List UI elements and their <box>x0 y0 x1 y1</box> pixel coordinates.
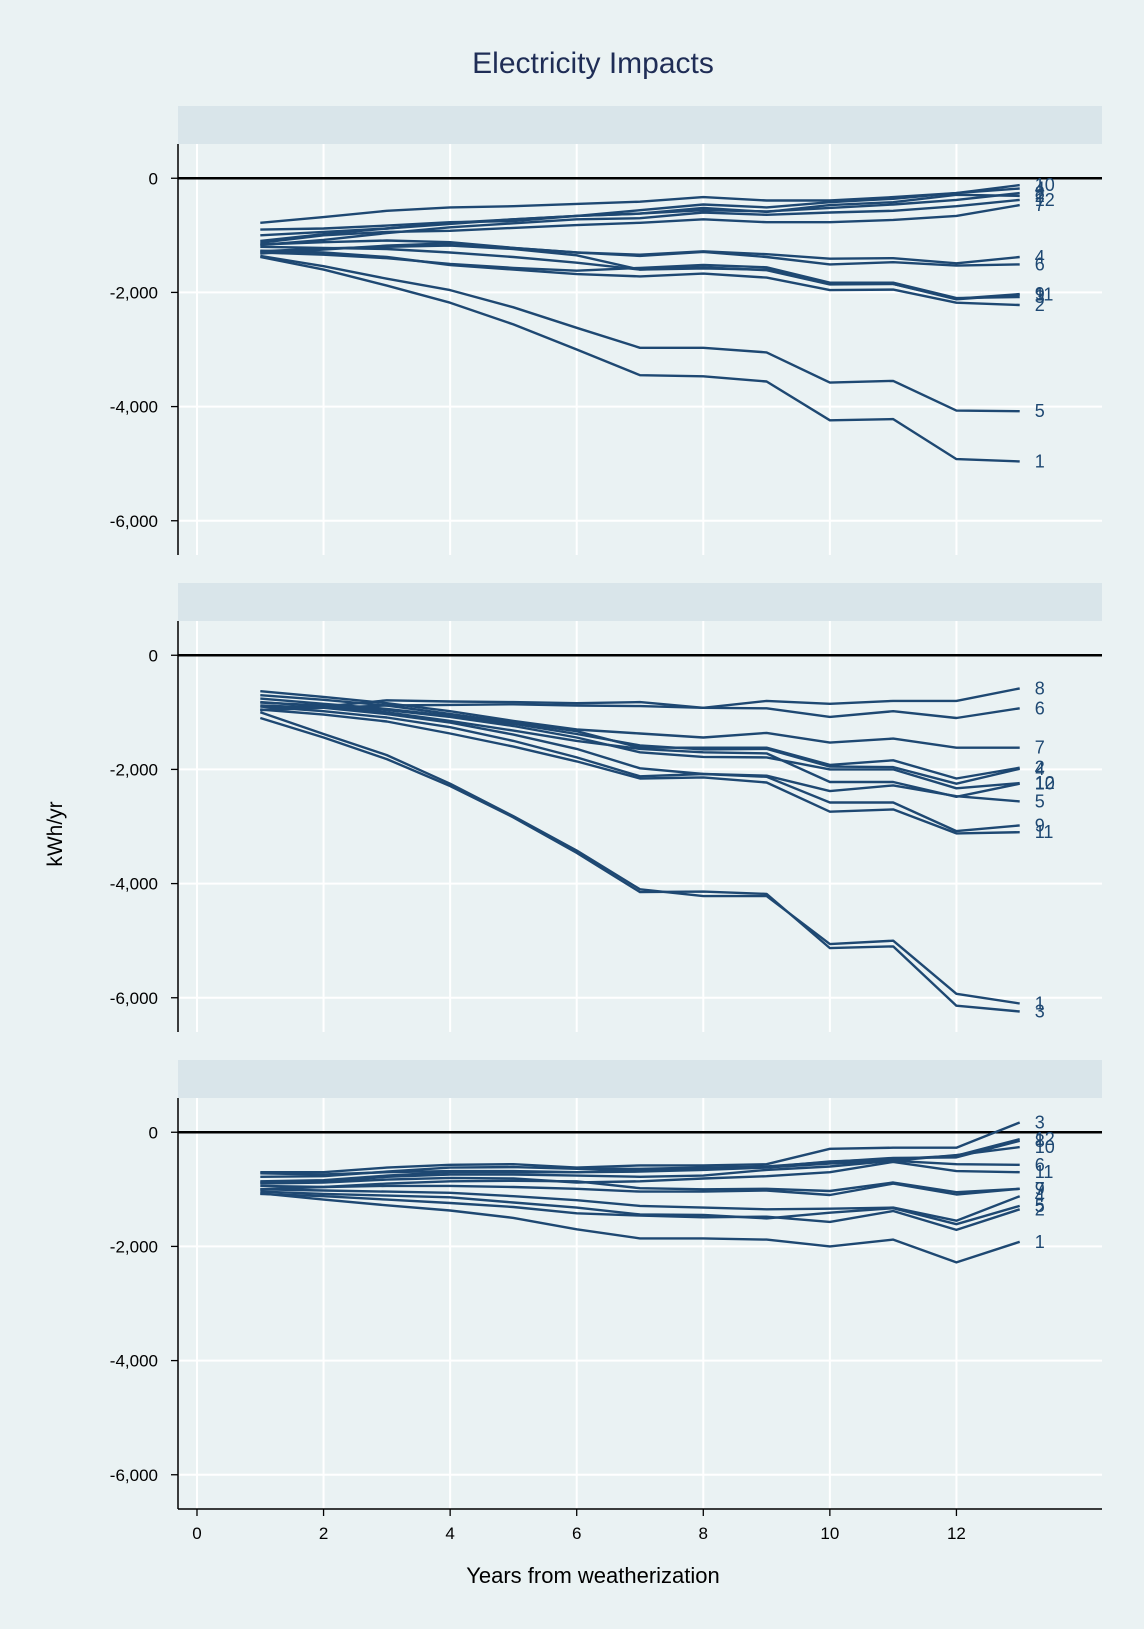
series-line-3 <box>260 1121 1021 1174</box>
series-end-label: 11 <box>1035 1162 1054 1182</box>
series-end-label: 8 <box>1035 183 1045 203</box>
series-end-label: 6 <box>1035 254 1045 274</box>
series-line-10 <box>260 183 1020 224</box>
x-tick-label: 12 <box>947 1524 966 1543</box>
series-end-label: 6 <box>1035 698 1045 718</box>
panel-header <box>178 1060 1102 1098</box>
series-line-4 <box>260 1188 1021 1222</box>
series-line-12 <box>260 1137 1021 1176</box>
series-end-label: 2 <box>1035 1199 1045 1219</box>
y-axis-label: kWh/yr <box>44 801 67 866</box>
series-end-label: 1 <box>1035 993 1045 1013</box>
panel-header <box>178 583 1102 621</box>
series-end-label: 2 <box>1035 295 1045 315</box>
y-tick-label: -4,000 <box>110 1352 158 1371</box>
series-end-label: 2 <box>1035 186 1045 206</box>
panel-header <box>178 106 1102 144</box>
y-tick-label: 0 <box>149 1123 158 1142</box>
x-tick-label: 0 <box>192 1524 201 1543</box>
series-end-label: 10 <box>1035 774 1055 794</box>
x-axis-label: Years from weatherization <box>466 1563 720 1588</box>
y-tick-label: -6,000 <box>110 1466 158 1485</box>
series-line-11 <box>260 708 1020 835</box>
panels-group: 0-2,000-4,000-6,000152391146712821040-2,… <box>110 106 1102 1543</box>
series-end-label: 7 <box>1035 1179 1045 1199</box>
series-line-5 <box>260 254 1020 413</box>
series-line-7 <box>260 1179 1020 1194</box>
series-line-6 <box>260 703 1020 720</box>
y-tick-label: -2,000 <box>110 283 158 302</box>
series-end-label: 4 <box>1035 759 1045 779</box>
series-end-label: 12 <box>1035 190 1055 210</box>
series-end-label: 10 <box>1035 175 1055 195</box>
series-end-label: 3 <box>1035 1113 1045 1133</box>
series-end-label: 10 <box>1035 1137 1055 1157</box>
series-line-1 <box>260 1192 1021 1264</box>
x-axis: 0 2 4 6 8 10 12 <box>178 1508 1102 1543</box>
series-line-9 <box>260 705 1020 833</box>
series-end-label: 5 <box>1035 401 1045 421</box>
series-line-5 <box>260 704 1020 803</box>
series-end-label: 4 <box>1035 247 1045 267</box>
series-end-label: 2 <box>1035 758 1045 778</box>
series-end-label: 9 <box>1035 815 1045 835</box>
y-tick-label: -6,000 <box>110 512 158 531</box>
series-line-6 <box>260 239 1020 267</box>
y-tick-label: -6,000 <box>110 989 158 1008</box>
series-end-label: 6 <box>1035 1155 1045 1175</box>
x-tick-label: 8 <box>699 1524 708 1543</box>
series-end-label: 9 <box>1035 284 1045 304</box>
x-tick-label: 6 <box>572 1524 581 1543</box>
series-end-label: 3 <box>1035 1001 1045 1021</box>
series-end-label: 4 <box>1035 1186 1045 1206</box>
x-tick-label: 2 <box>319 1524 328 1543</box>
series-line-12 <box>260 198 1020 247</box>
series-line-2 <box>260 193 1020 237</box>
series-end-label: 7 <box>1035 738 1045 758</box>
series-end-label: 4 <box>1035 179 1045 199</box>
chart-title: Electricity Impacts <box>472 47 714 80</box>
series-line-10 <box>260 1145 1020 1183</box>
series-end-label: 5 <box>1035 791 1045 811</box>
series-end-label: 3 <box>1035 287 1045 307</box>
series-end-label: 12 <box>1035 1129 1055 1149</box>
y-tick-label: 0 <box>149 646 158 665</box>
x-tick-label: 10 <box>820 1524 839 1543</box>
series-line-1 <box>260 255 1020 463</box>
series-end-label: 8 <box>1035 678 1045 698</box>
series-line-4 <box>260 697 1020 785</box>
x-tick-label: 4 <box>445 1524 454 1543</box>
y-tick-label: -2,000 <box>110 1237 158 1256</box>
series-line-1 <box>259 711 1020 1005</box>
series-end-label: 11 <box>1035 822 1054 842</box>
series-line-4 <box>260 187 1020 231</box>
series-end-label: 8 <box>1035 1131 1045 1151</box>
series-end-label: 1 <box>1035 1232 1045 1252</box>
series-end-label: 11 <box>1035 285 1054 305</box>
series-line-7 <box>260 690 1020 749</box>
y-tick-label: 0 <box>149 169 158 188</box>
series-end-label: 1 <box>1035 451 1045 471</box>
series-end-label: 9 <box>1035 1179 1045 1199</box>
y-tick-label: -4,000 <box>110 398 158 417</box>
series-end-label: 7 <box>1035 195 1045 215</box>
y-tick-label: -2,000 <box>110 760 158 779</box>
series-line-8 <box>260 687 1020 712</box>
series-line-3 <box>259 716 1020 1013</box>
series-end-label: 12 <box>1035 773 1055 793</box>
y-tick-label: -4,000 <box>110 875 158 894</box>
series-end-label: 5 <box>1035 1196 1045 1216</box>
